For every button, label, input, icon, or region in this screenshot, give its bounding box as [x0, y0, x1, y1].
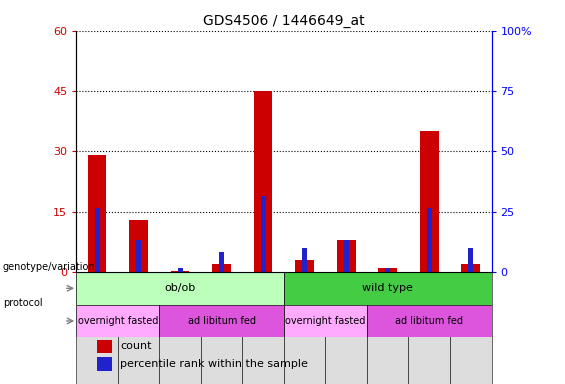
- Bar: [76, 305, 159, 337]
- Text: overnight fasted: overnight fasted: [285, 316, 366, 326]
- Bar: [242, 272, 284, 384]
- Bar: [171, 271, 189, 272]
- Bar: [201, 272, 242, 384]
- Bar: [367, 272, 408, 384]
- Bar: [295, 260, 314, 272]
- Text: ad libitum fed: ad libitum fed: [188, 316, 255, 326]
- Text: count: count: [120, 341, 151, 351]
- Bar: [159, 272, 201, 384]
- Bar: [129, 220, 148, 272]
- Bar: [76, 272, 284, 305]
- Bar: [427, 208, 432, 272]
- Bar: [325, 272, 367, 384]
- Bar: [177, 268, 182, 272]
- Bar: [284, 272, 492, 305]
- Bar: [450, 272, 492, 384]
- Bar: [344, 240, 349, 272]
- Bar: [284, 305, 367, 337]
- Bar: [367, 305, 492, 337]
- Bar: [76, 272, 118, 384]
- Bar: [284, 272, 325, 384]
- Bar: [420, 131, 438, 272]
- Bar: [379, 268, 397, 272]
- Text: overnight fasted: overnight fasted: [77, 316, 158, 326]
- Bar: [219, 252, 224, 272]
- Bar: [302, 248, 307, 272]
- Text: percentile rank within the sample: percentile rank within the sample: [120, 359, 308, 369]
- Title: GDS4506 / 1446649_at: GDS4506 / 1446649_at: [203, 14, 365, 28]
- Bar: [118, 272, 159, 384]
- Bar: [159, 305, 284, 337]
- Bar: [97, 340, 111, 353]
- Bar: [337, 240, 355, 272]
- Text: genotype/variation: genotype/variation: [3, 262, 95, 272]
- Bar: [254, 91, 272, 272]
- Text: ob/ob: ob/ob: [164, 283, 195, 293]
- Text: protocol: protocol: [3, 298, 42, 308]
- Bar: [88, 156, 106, 272]
- Bar: [468, 248, 473, 272]
- Bar: [212, 264, 231, 272]
- Bar: [136, 240, 141, 272]
- Text: ad libitum fed: ad libitum fed: [396, 316, 463, 326]
- Bar: [260, 195, 266, 272]
- Text: wild type: wild type: [362, 283, 413, 293]
- Bar: [462, 264, 480, 272]
- Bar: [408, 272, 450, 384]
- Bar: [94, 208, 99, 272]
- Bar: [385, 268, 390, 272]
- Bar: [97, 358, 111, 371]
